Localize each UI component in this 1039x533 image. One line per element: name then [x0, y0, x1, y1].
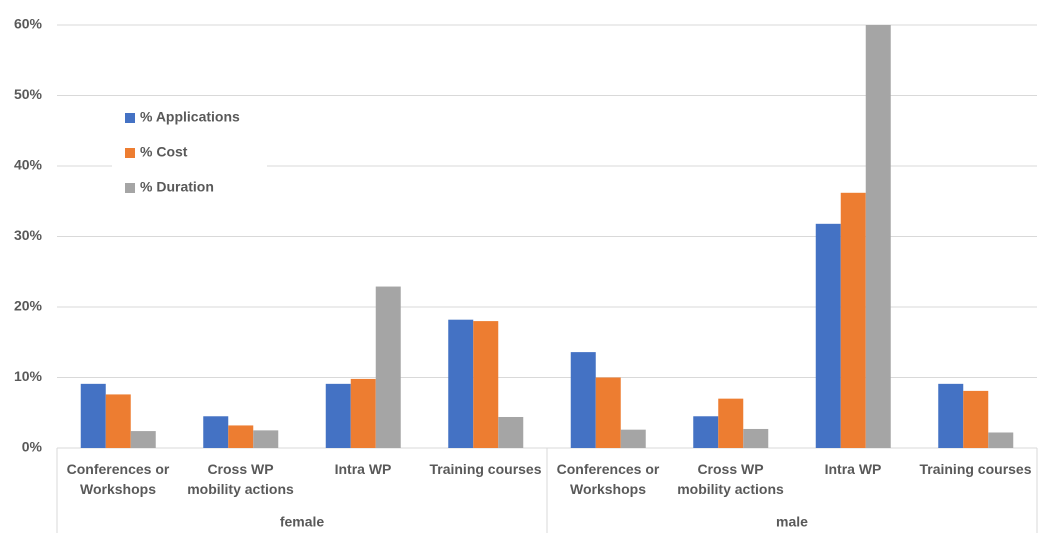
y-tick-label: 30% — [14, 227, 43, 243]
y-tick-label: 50% — [14, 86, 43, 102]
bar — [570, 352, 596, 448]
bar — [718, 398, 744, 448]
y-tick-label: 60% — [14, 16, 43, 32]
bar — [815, 223, 841, 448]
legend-label: % Duration — [140, 179, 214, 195]
group-label: male — [776, 514, 808, 530]
legend-label: % Applications — [140, 109, 240, 125]
bar — [473, 321, 499, 448]
bar — [865, 25, 891, 448]
x-tick-label: Training courses — [429, 461, 542, 477]
x-tick-label: Cross WP mobility actions — [187, 461, 294, 497]
x-tick-label: Training courses — [919, 461, 1032, 477]
y-tick-label: 0% — [22, 439, 43, 455]
bar — [743, 428, 769, 448]
y-tick-label: 10% — [14, 368, 43, 384]
bar — [938, 383, 964, 448]
x-tick-label: Intra WP — [334, 461, 392, 477]
bar — [840, 192, 866, 448]
bar — [963, 390, 989, 448]
legend-swatch — [125, 113, 135, 123]
bar — [253, 430, 279, 448]
bar — [448, 319, 474, 448]
bar — [325, 383, 351, 448]
legend-swatch — [125, 183, 135, 193]
x-tick-label: Conferences or Workshops — [556, 461, 660, 497]
bar — [498, 416, 524, 448]
group-label: female — [280, 514, 325, 530]
bar — [350, 378, 376, 448]
x-tick-label: Intra WP — [824, 461, 882, 477]
bar — [80, 383, 106, 448]
x-tick-label: Cross WP mobility actions — [677, 461, 784, 497]
bar — [375, 286, 401, 448]
legend-box — [112, 100, 267, 205]
legend-swatch — [125, 148, 135, 158]
bar — [693, 416, 719, 448]
legend-label: % Cost — [140, 144, 188, 160]
y-tick-label: 40% — [14, 157, 43, 173]
bar — [105, 394, 131, 448]
x-tick-label: Conferences or Workshops — [66, 461, 170, 497]
bar — [130, 431, 156, 448]
bar — [620, 429, 646, 448]
bar — [988, 432, 1014, 448]
bar — [595, 377, 621, 448]
bar — [203, 416, 229, 448]
y-tick-label: 20% — [14, 298, 43, 314]
bar — [228, 425, 254, 448]
